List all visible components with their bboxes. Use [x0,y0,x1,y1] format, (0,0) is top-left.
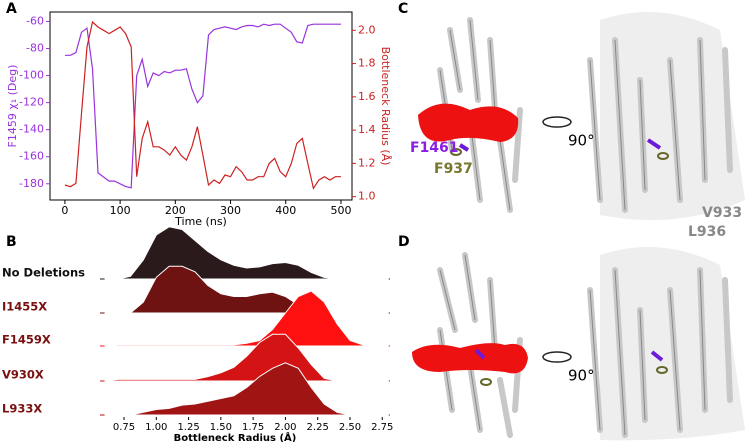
panel-letter: B [6,234,17,250]
residue [657,152,669,160]
rotation-label: 90° [568,132,595,150]
x-tick-label: 2.25 [307,422,329,433]
y-tick-label: -100 [19,69,44,82]
x-tick-label: 1.00 [145,422,167,433]
residue [450,148,462,156]
plot-frame [49,11,353,201]
y-tick-label: -140 [19,123,44,136]
residue [650,350,664,362]
x-tick-label: 1.25 [177,422,199,433]
y2-tick-label: 1.2 [358,156,376,169]
residue-label: F1461 [410,140,459,156]
pore-volume [412,343,528,374]
y-tick-label: -60 [26,14,44,27]
y2-tick-label: 1.4 [358,123,376,136]
panel-letter: A [6,1,17,17]
helix-edge [589,269,706,436]
structure-d: 90° [412,247,745,441]
structure-c: F1461 F937 V933 L936 90° [410,12,745,240]
x-tick-label: 1.75 [242,422,264,433]
series-line [64,23,341,189]
helix-edge [439,254,496,431]
y-axis-label: F1459 χ₁ (Deg) [6,65,19,148]
pore-volume [418,103,519,142]
x-tick-label: 0.75 [113,422,135,433]
y2-axis-label: Bottleneck Radius (Å) [379,47,392,166]
residue [480,378,492,386]
x-axis-label: Time (ns) [174,215,227,228]
legend-label: V930X [2,368,44,382]
residue [646,138,662,150]
y-tick-label: -160 [19,150,44,163]
x-tick-label: 100 [110,204,131,217]
density-area [104,362,389,416]
y2-tick-label: 1.0 [358,190,376,203]
residue [474,348,486,360]
rotate-icon [542,351,572,363]
y2-tick-label: 1.6 [358,90,376,103]
panel-letter: D [398,234,410,250]
x-tick-label: 400 [275,204,296,217]
x-tick-label: 0 [61,204,68,217]
y-tick-label: -120 [19,96,44,109]
legend-label: I1455X [2,300,47,314]
density-area [104,290,389,347]
x-tick-label: 200 [165,204,186,217]
rotation-label: 90° [568,367,595,385]
x-tick-label: 300 [220,204,241,217]
y2-tick-label: 2.0 [358,23,376,36]
x-tick-label: 2.75 [371,422,393,433]
x-tick-label: 500 [330,204,351,217]
series-line [64,20,341,190]
residue [458,143,470,152]
legend-label: L933X [2,402,42,416]
legend-label: No Deletions [2,266,85,280]
residue-label: V933 [702,205,742,221]
residue-label: L936 [688,224,726,240]
y-tick-label: -80 [26,42,44,55]
x-tick-label: 2.50 [339,422,361,433]
density-area [104,226,389,280]
x-axis-label: Bottleneck Radius (Å) [174,431,297,442]
y2-tick-label: 1.8 [358,57,376,70]
density-area [104,333,389,382]
residue-label: F937 [434,161,473,177]
helix-edge [589,39,706,211]
x-tick-label: 1.50 [210,422,232,433]
panel-letter: C [398,1,408,17]
rotate-icon [542,116,572,128]
density-area [104,265,389,314]
y-tick-label: -180 [19,177,44,190]
x-tick-label: 2.00 [274,422,296,433]
residue [656,366,668,374]
legend-label: F1459X [2,333,51,347]
